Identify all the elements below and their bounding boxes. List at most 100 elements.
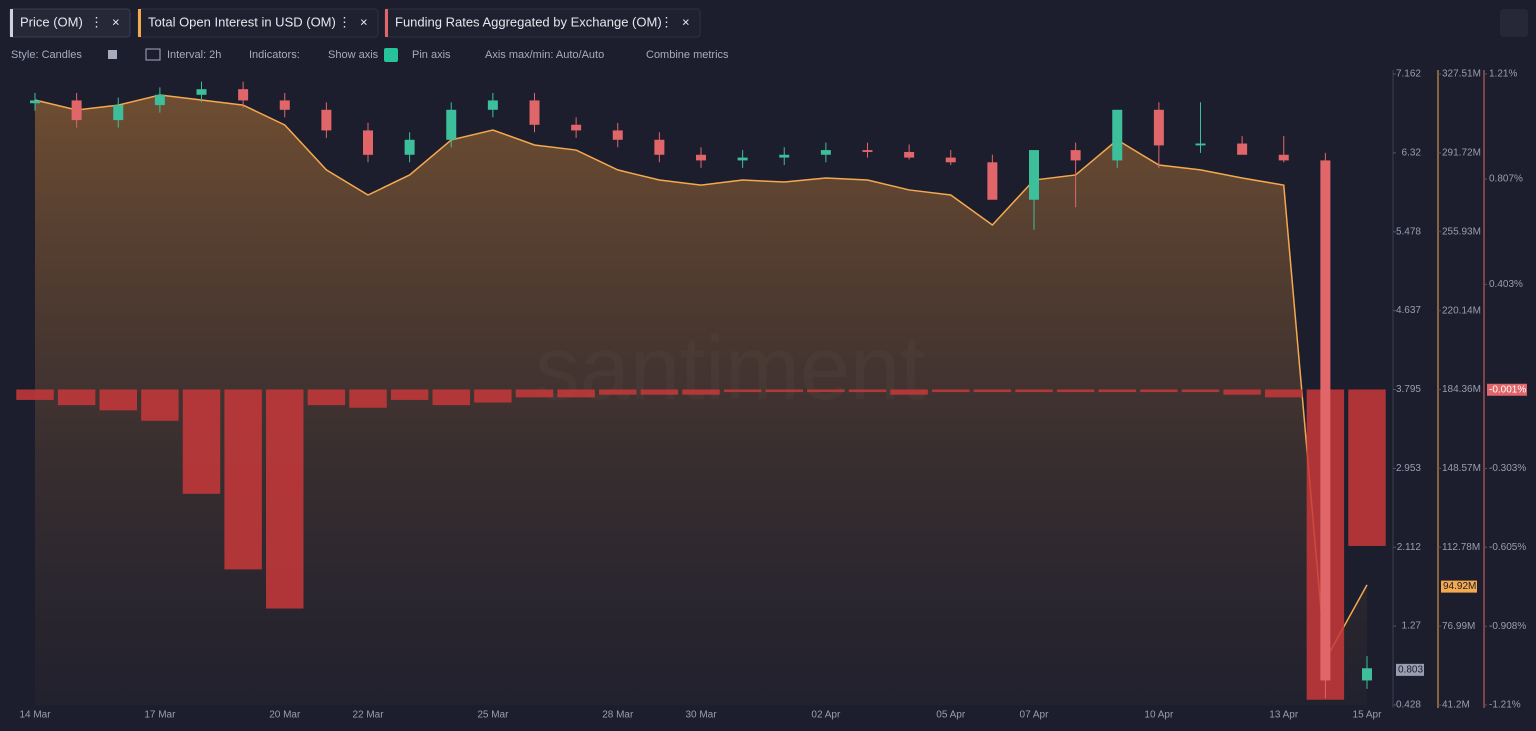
- oi-line: [34, 94, 1368, 663]
- y-tick-label: 184.36M: [1442, 384, 1481, 395]
- funding-bar: [723, 389, 762, 393]
- y-tick-label: 4.637: [1396, 305, 1421, 316]
- pin-axis[interactable]: Pin axis: [412, 49, 451, 61]
- tab-close[interactable]: ×: [682, 14, 690, 29]
- axis-minmax[interactable]: Axis max/min: Auto/Auto: [485, 49, 604, 61]
- tab-accent: [10, 9, 13, 37]
- candle-body: [654, 139, 665, 155]
- funding-bar: [1056, 389, 1095, 393]
- funding-bar: [1348, 389, 1386, 546]
- candle-body: [737, 157, 748, 161]
- y-tick-label: 1.27: [1402, 621, 1422, 632]
- funding-bar: [307, 389, 346, 406]
- candle-body: [862, 150, 873, 152]
- x-tick-label: 20 Mar: [269, 710, 301, 721]
- candle-body: [321, 109, 332, 131]
- tab-label[interactable]: Price (OM): [20, 14, 83, 29]
- candle-body: [904, 151, 915, 158]
- candle-body: [696, 154, 706, 161]
- tab-accent: [385, 9, 388, 37]
- candle-body: [1320, 160, 1331, 681]
- candle-body: [154, 94, 165, 106]
- show-axis[interactable]: Show axis: [328, 49, 379, 61]
- indicators-select[interactable]: Indicators:: [249, 49, 300, 61]
- funding-bar: [1265, 389, 1303, 398]
- funding-bar: [57, 389, 96, 406]
- tab-close[interactable]: ×: [360, 14, 368, 29]
- tab-menu[interactable]: ⋮: [90, 14, 103, 29]
- funding-bar: [432, 389, 470, 406]
- funding-bar: [682, 389, 720, 395]
- y-tick-label: 3.795: [1396, 384, 1421, 395]
- funding-bar: [349, 389, 387, 408]
- funding-bar: [266, 389, 304, 609]
- funding-bar: [890, 389, 928, 395]
- candle-body: [987, 162, 998, 200]
- candle-body: [196, 89, 207, 95]
- x-tick-label: 28 Mar: [602, 710, 634, 721]
- candle-body: [446, 109, 457, 140]
- x-tick-label: 14 Mar: [19, 710, 51, 721]
- candle-body: [820, 150, 831, 155]
- funding-bar: [640, 389, 679, 395]
- interval-icon: [145, 48, 161, 61]
- y-tick-label: 255.93M: [1442, 226, 1481, 237]
- funding-bar: [807, 389, 845, 393]
- x-tick-label: 25 Mar: [477, 710, 509, 721]
- candle-body: [1029, 150, 1039, 200]
- tab-label[interactable]: Funding Rates Aggregated by Exchange (OM…: [395, 14, 662, 29]
- funding-bar: [973, 389, 1012, 393]
- candle-body: [612, 130, 623, 140]
- x-tick-label: 15 Apr: [1353, 710, 1383, 721]
- x-tick-label: 17 Mar: [144, 710, 176, 721]
- candle-body: [238, 89, 249, 101]
- y-tick-label: 41.2M: [1442, 700, 1470, 711]
- interval-select[interactable]: Interval: 2h: [167, 49, 221, 61]
- funding-bar: [1098, 389, 1136, 393]
- funding-bar: [1181, 389, 1220, 393]
- funding-bar: [474, 389, 512, 403]
- y-tick-label: 148.57M: [1442, 463, 1481, 474]
- tab-menu[interactable]: ⋮: [660, 14, 673, 29]
- funding-bar: [932, 389, 970, 393]
- candle-body: [404, 139, 415, 155]
- combine-metrics[interactable]: Combine metrics: [646, 49, 729, 61]
- tab-close[interactable]: ×: [112, 14, 120, 29]
- y-tick-label: -0.908%: [1489, 621, 1526, 632]
- funding-bar: [1140, 389, 1178, 393]
- tab-label[interactable]: Total Open Interest in USD (OM): [148, 14, 336, 29]
- y-tick-label: 2.953: [1396, 463, 1421, 474]
- y-tick-label: -0.605%: [1489, 542, 1526, 553]
- settings-button[interactable]: [1500, 9, 1528, 37]
- candle-body: [113, 105, 124, 121]
- y-tick-label: 2.112: [1397, 542, 1422, 553]
- funding-bar: [182, 389, 221, 494]
- y-tick-label: 6.32: [1402, 148, 1422, 159]
- style-select[interactable]: Style: Candles: [11, 49, 82, 61]
- candle-body: [779, 154, 790, 158]
- funding-bar: [1223, 389, 1261, 395]
- candle-body: [1112, 109, 1123, 161]
- funding-bar: [599, 389, 637, 395]
- funding-bar: [765, 389, 803, 393]
- current-value-badge: [1487, 383, 1527, 396]
- candle-body: [1362, 668, 1372, 681]
- x-tick-label: 05 Apr: [936, 710, 966, 721]
- current-value-badge: [1441, 580, 1477, 593]
- y-tick-label: 112.78M: [1442, 542, 1480, 553]
- y-tick-label: 0.807%: [1489, 174, 1523, 185]
- show-axis-checkbox[interactable]: [384, 48, 398, 62]
- funding-bar: [16, 389, 54, 400]
- tab-accent: [138, 9, 141, 37]
- x-tick-label: 02 Apr: [811, 710, 841, 721]
- candle-body: [71, 100, 82, 121]
- x-tick-label: 07 Apr: [1020, 710, 1050, 721]
- y-tick-label: 5.478: [1396, 226, 1421, 237]
- funding-bar: [848, 389, 887, 393]
- tab-menu[interactable]: ⋮: [338, 14, 351, 29]
- y-tick-label: -0.303%: [1489, 463, 1526, 474]
- color-select[interactable]: [108, 50, 117, 59]
- y-tick-label: 0.403%: [1489, 279, 1523, 290]
- candle-body: [945, 157, 956, 163]
